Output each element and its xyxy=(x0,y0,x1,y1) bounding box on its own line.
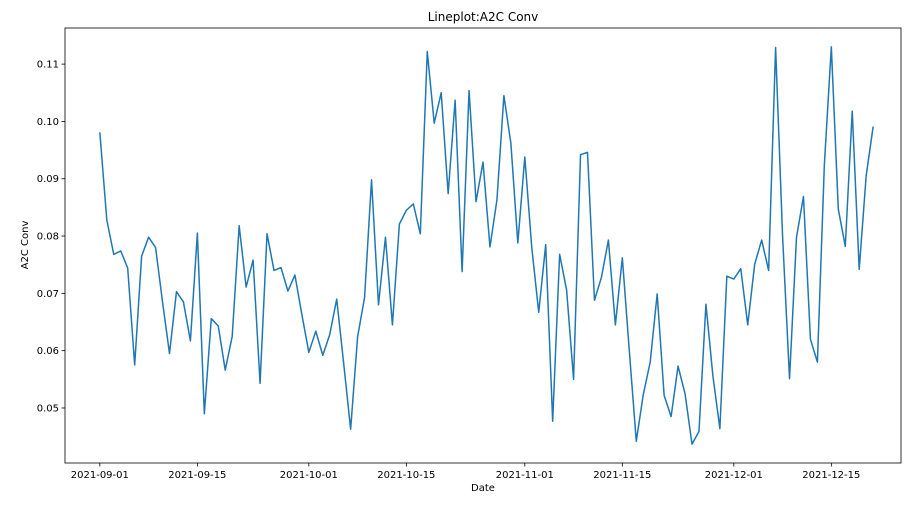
series-line xyxy=(99,46,874,445)
x-tick-label: 2021-09-01 xyxy=(71,470,129,481)
x-axis-label: Date xyxy=(471,483,495,494)
x-tick-label: 2021-10-15 xyxy=(377,470,435,481)
x-axis: 2021-09-01 2021-09-15 2021-10-01 2021-10-15… xyxy=(71,463,860,481)
y-tick-label: 0.05 xyxy=(37,403,59,414)
plot-frame xyxy=(64,27,902,464)
y-tick-label: 0.11 xyxy=(37,60,59,71)
y-tick-label: 0.09 xyxy=(37,174,59,185)
y-tick-label: 0.07 xyxy=(37,289,59,300)
x-tick-label: 2021-12-01 xyxy=(705,470,763,481)
y-tick-label: 0.10 xyxy=(37,117,59,128)
chart-title: Lineplot:A2C Conv xyxy=(428,10,539,24)
plot-area xyxy=(64,27,902,464)
x-tick-label: 2021-09-15 xyxy=(168,470,226,481)
x-tick-label: 2021-12-15 xyxy=(802,470,860,481)
y-tick-label: 0.06 xyxy=(37,346,59,357)
y-tick-label: 0.08 xyxy=(37,232,59,243)
x-tick-label: 2021-11-15 xyxy=(593,470,651,481)
x-tick-label: 2021-11-01 xyxy=(496,470,554,481)
x-tick-label: 2021-10-01 xyxy=(280,470,338,481)
y-axis: 0.05 0.06 0.07 0.08 0.09 0.10 0.11 xyxy=(37,60,65,414)
y-axis-label: A2C Conv xyxy=(20,221,31,270)
